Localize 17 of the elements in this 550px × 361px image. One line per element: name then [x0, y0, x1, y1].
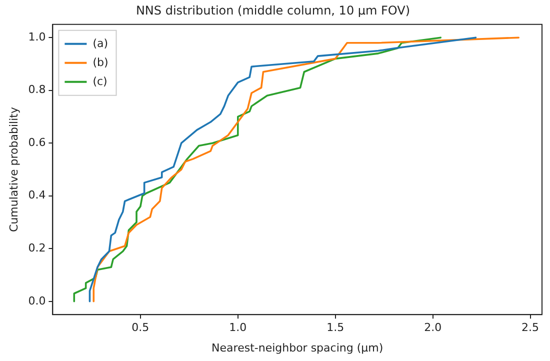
- x-axis-title: Nearest-neighbor spacing (μm): [212, 341, 384, 354]
- y-tick-label: 0.4: [28, 188, 46, 202]
- y-tick-label: 1.0: [28, 30, 46, 44]
- chart-title: NNS distribution (middle column, 10 μm FOV): [136, 3, 410, 18]
- y-tick-label: 0.8: [28, 83, 46, 96]
- legend-label: (c): [92, 74, 108, 88]
- y-tick-label: 0.2: [28, 242, 46, 255]
- y-tick-label: 0.6: [28, 136, 46, 149]
- x-tick-label: 0.5: [132, 321, 150, 334]
- x-tick-label: 2.0: [424, 321, 442, 334]
- x-tick-label: 1.0: [229, 321, 247, 334]
- y-axis-title: Cumulative probability: [7, 106, 20, 232]
- x-tick-label: 2.5: [522, 321, 540, 334]
- y-tick-label: 0.0: [28, 294, 46, 308]
- legend-label: (a): [92, 36, 108, 50]
- x-tick-label: 1.5: [326, 321, 344, 334]
- legend-label: (b): [92, 56, 108, 69]
